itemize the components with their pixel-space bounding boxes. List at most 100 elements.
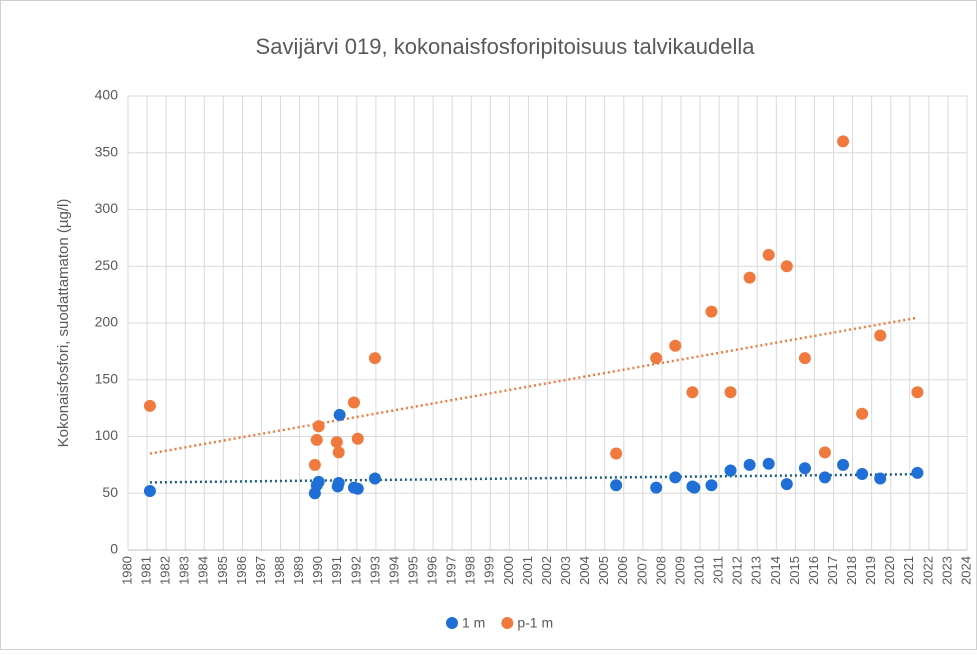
point	[724, 386, 737, 399]
point	[818, 446, 831, 459]
legend-label: 1 m	[462, 615, 485, 631]
point	[874, 329, 887, 342]
point	[368, 352, 381, 365]
x-tick-label: 1988	[272, 556, 287, 585]
point	[780, 478, 793, 491]
point	[686, 386, 699, 399]
x-tick-label: 2020	[882, 556, 897, 585]
point	[308, 458, 321, 471]
point	[312, 475, 325, 488]
point	[837, 458, 850, 471]
x-tick-label: 2023	[939, 556, 954, 585]
y-tick-label: 250	[95, 257, 119, 273]
x-tick-label: 1999	[482, 556, 497, 585]
point	[798, 462, 811, 475]
point	[743, 271, 756, 284]
point	[762, 457, 775, 470]
x-tick-label: 1998	[463, 556, 478, 585]
point	[669, 471, 682, 484]
x-tick-label: 1984	[196, 556, 211, 585]
x-tick-label: 2004	[577, 556, 592, 585]
point	[837, 135, 850, 148]
x-tick-label: 2008	[653, 556, 668, 585]
x-tick-label: 1993	[367, 556, 382, 585]
point	[705, 479, 718, 492]
y-tick-label: 350	[95, 143, 119, 159]
point	[332, 477, 345, 490]
x-tick-label: 2015	[787, 556, 802, 585]
x-tick-label: 2007	[634, 556, 649, 585]
point	[856, 467, 869, 480]
x-tick-label: 1989	[291, 556, 306, 585]
x-tick-label: 1992	[348, 556, 363, 585]
point	[705, 305, 718, 318]
x-tick-label: 1985	[215, 556, 230, 585]
x-tick-label: 2016	[806, 556, 821, 585]
y-tick-label: 0	[110, 541, 118, 557]
point	[347, 396, 360, 409]
point	[724, 464, 737, 477]
point	[610, 447, 623, 460]
x-tick-label: 2002	[539, 556, 554, 585]
x-tick-label: 2018	[844, 556, 859, 585]
point	[330, 436, 343, 449]
x-tick-label: 1991	[329, 556, 344, 585]
x-tick-label: 1980	[119, 556, 134, 585]
y-tick-label: 150	[95, 370, 119, 386]
legend-swatch	[501, 617, 514, 629]
chart-title: Savijärvi 019, kokonaisfosforipitoisuus …	[256, 34, 756, 59]
y-tick-label: 300	[95, 200, 119, 216]
x-tick-label: 2010	[691, 556, 706, 585]
x-tick-label: 1987	[253, 556, 268, 585]
x-tick-label: 2017	[825, 556, 840, 585]
y-tick-label: 50	[102, 484, 118, 500]
point	[874, 472, 887, 485]
x-tick-label: 1982	[158, 556, 173, 585]
point	[650, 481, 663, 494]
x-tick-label: 2009	[672, 556, 687, 585]
point	[310, 433, 323, 446]
x-tick-label: 2001	[520, 556, 535, 585]
point	[669, 339, 682, 352]
point	[818, 471, 831, 484]
x-tick-label: 1996	[425, 556, 440, 585]
point	[911, 386, 924, 399]
legend-label: p-1 m	[517, 615, 553, 631]
point	[911, 466, 924, 479]
point	[368, 472, 381, 485]
x-tick-label: 2003	[558, 556, 573, 585]
point	[762, 248, 775, 261]
point	[856, 407, 869, 420]
x-tick-label: 1994	[386, 556, 401, 585]
x-tick-label: 1990	[310, 556, 325, 585]
point	[332, 446, 345, 459]
y-tick-label: 100	[95, 427, 119, 443]
y-axis-label: Kokonaisfosfori, suodattamaton (µg/l)	[55, 199, 72, 448]
point	[610, 479, 623, 492]
point	[351, 432, 364, 445]
x-tick-label: 2019	[863, 556, 878, 585]
x-tick-label: 2014	[768, 556, 783, 585]
legend-swatch	[446, 617, 458, 629]
x-tick-label: 2011	[711, 556, 726, 584]
point	[143, 399, 156, 412]
x-tick-label: 2000	[501, 556, 516, 585]
x-tick-label: 1995	[405, 556, 420, 585]
y-tick-label: 200	[95, 314, 119, 330]
x-tick-label: 1986	[234, 556, 249, 585]
point	[688, 481, 701, 494]
point	[351, 482, 364, 495]
x-tick-label: 1981	[139, 556, 154, 585]
point	[312, 420, 325, 433]
point	[650, 352, 663, 365]
x-tick-label: 2022	[920, 556, 935, 585]
x-tick-label: 2021	[901, 556, 916, 585]
point	[143, 484, 156, 497]
point	[798, 352, 811, 365]
x-tick-label: 2013	[749, 556, 764, 585]
x-tick-label: 2006	[615, 556, 630, 585]
x-tick-label: 2024	[958, 556, 973, 585]
x-tick-label: 1997	[444, 556, 459, 585]
